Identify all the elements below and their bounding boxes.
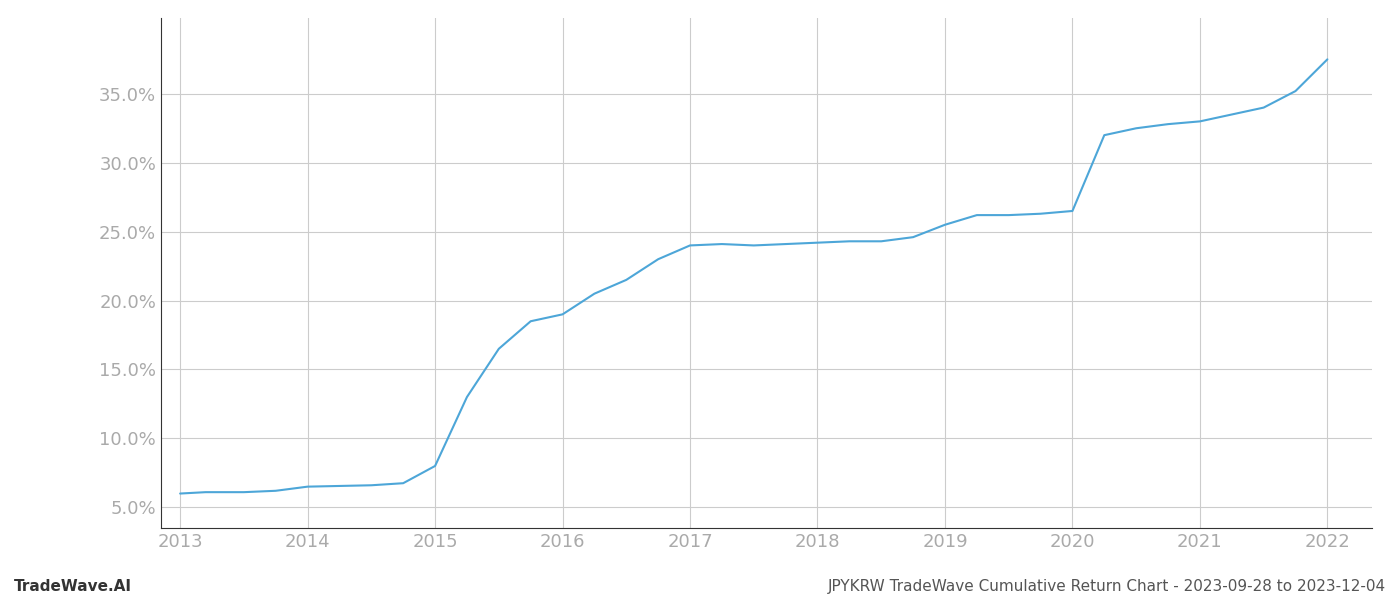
Text: JPYKRW TradeWave Cumulative Return Chart - 2023-09-28 to 2023-12-04: JPYKRW TradeWave Cumulative Return Chart… [827,579,1386,594]
Text: TradeWave.AI: TradeWave.AI [14,579,132,594]
